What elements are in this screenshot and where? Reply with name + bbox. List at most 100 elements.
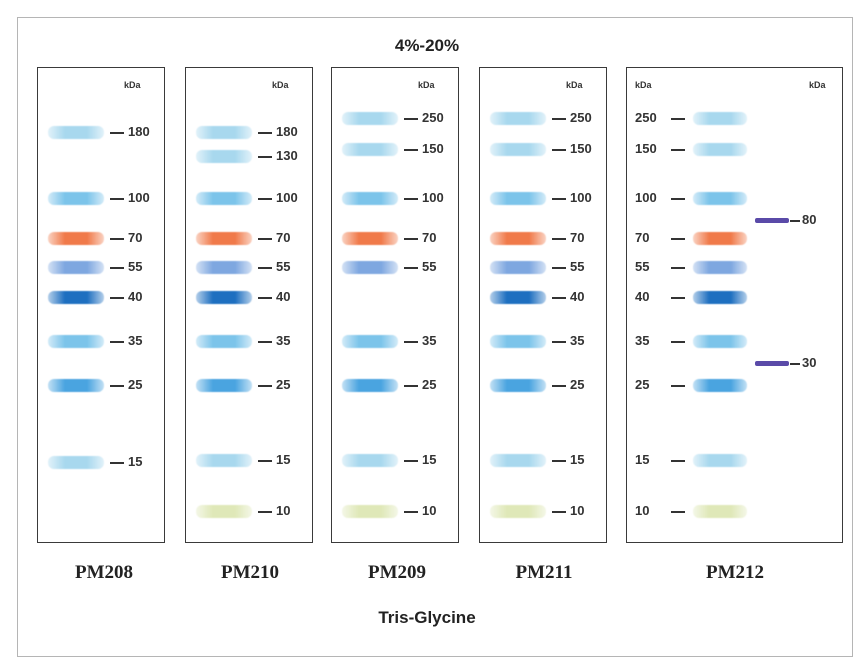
ladder-band [48, 192, 104, 205]
ladder-band [490, 379, 546, 392]
ladder-band [342, 454, 398, 467]
product-name-pm208: PM208 [74, 562, 134, 583]
band-tick [552, 118, 566, 120]
product-name-pm209: PM209 [367, 562, 427, 583]
marker-band [755, 361, 789, 366]
product-name-pm210: PM210 [220, 562, 280, 583]
band-size-label: 35 [276, 333, 291, 348]
band-tick [110, 297, 124, 299]
band-tick [404, 460, 418, 462]
band-size-label: 15 [635, 452, 650, 467]
band-tick [671, 267, 685, 269]
gel-panel-pm208: kDa 180 100 70 55 40 35 25 15 [37, 67, 165, 543]
band-tick [552, 385, 566, 387]
band-tick [404, 118, 418, 120]
marker-size-label: 30 [802, 355, 817, 370]
ladder-band [48, 379, 104, 392]
band-tick [258, 156, 272, 158]
band-tick [258, 341, 272, 343]
ladder-band [196, 192, 252, 205]
band-tick [552, 460, 566, 462]
band-size-label: 40 [276, 289, 291, 304]
band-tick [258, 297, 272, 299]
band-size-label: 70 [422, 230, 437, 245]
band-tick [404, 149, 418, 151]
band-size-label: 40 [635, 289, 650, 304]
band-tick [110, 267, 124, 269]
band-tick [552, 341, 566, 343]
ladder-band [693, 335, 747, 348]
ladder-band [490, 454, 546, 467]
band-tick [671, 297, 685, 299]
band-tick [110, 385, 124, 387]
band-tick [258, 198, 272, 200]
band-size-label: 250 [635, 110, 657, 125]
band-size-label: 55 [128, 259, 143, 274]
band-tick [404, 511, 418, 513]
band-size-label: 35 [570, 333, 585, 348]
gel-panel-pm210: kDa 180 130 100 70 55 40 35 25 15 10 [185, 67, 313, 543]
ladder-band [342, 379, 398, 392]
band-size-label: 40 [570, 289, 585, 304]
gel-panel-pm212: kDa 250 150 100 70 55 40 35 25 15 10 kDa 80 30 [626, 67, 843, 543]
band-size-label: 10 [635, 503, 650, 518]
band-tick [258, 267, 272, 269]
unit-label: kDa [635, 80, 652, 90]
ladder-band [48, 335, 104, 348]
band-size-label: 35 [635, 333, 650, 348]
band-size-label: 15 [570, 452, 585, 467]
band-size-label: 70 [276, 230, 291, 245]
ladder-band [693, 143, 747, 156]
ladder-band [342, 192, 398, 205]
ladder-band [693, 112, 747, 125]
band-size-label: 100 [128, 190, 150, 205]
ladder-band [490, 112, 546, 125]
ladder-band [693, 454, 747, 467]
band-tick [404, 267, 418, 269]
band-tick [110, 132, 124, 134]
band-size-label: 25 [570, 377, 585, 392]
band-size-label: 15 [128, 454, 143, 469]
band-size-label: 40 [128, 289, 143, 304]
band-tick [552, 511, 566, 513]
ladder-band [48, 291, 104, 304]
figure-title: 4%-20% [394, 36, 460, 55]
band-size-label: 180 [276, 124, 298, 139]
band-size-label: 25 [635, 377, 650, 392]
band-size-label: 150 [422, 141, 444, 156]
band-size-label: 130 [276, 148, 298, 163]
ladder-band [693, 261, 747, 274]
ladder-band [490, 505, 546, 518]
ladder-band [342, 261, 398, 274]
buffer-label: Tris-Glycine [378, 608, 476, 627]
band-size-label: 15 [422, 452, 437, 467]
band-tick [110, 198, 124, 200]
band-tick [404, 238, 418, 240]
ladder-band [490, 335, 546, 348]
ladder-band [196, 379, 252, 392]
band-size-label: 55 [276, 259, 291, 274]
ladder-band [48, 232, 104, 245]
unit-label: kDa [272, 80, 289, 90]
band-tick [258, 132, 272, 134]
band-size-label: 180 [128, 124, 150, 139]
band-tick [671, 118, 685, 120]
band-size-label: 10 [422, 503, 437, 518]
ladder-band [342, 112, 398, 125]
ladder-band [693, 291, 747, 304]
ladder-band [342, 505, 398, 518]
band-size-label: 35 [422, 333, 437, 348]
band-size-label: 70 [128, 230, 143, 245]
band-size-label: 10 [276, 503, 291, 518]
band-tick [552, 267, 566, 269]
ladder-band [490, 261, 546, 274]
ladder-band [693, 379, 747, 392]
band-size-label: 150 [635, 141, 657, 156]
product-name-pm211: PM211 [515, 562, 573, 583]
ladder-band [490, 143, 546, 156]
band-tick [671, 511, 685, 513]
band-size-label: 250 [422, 110, 444, 125]
band-size-label: 55 [635, 259, 650, 274]
ladder-band [490, 232, 546, 245]
band-size-label: 100 [422, 190, 444, 205]
